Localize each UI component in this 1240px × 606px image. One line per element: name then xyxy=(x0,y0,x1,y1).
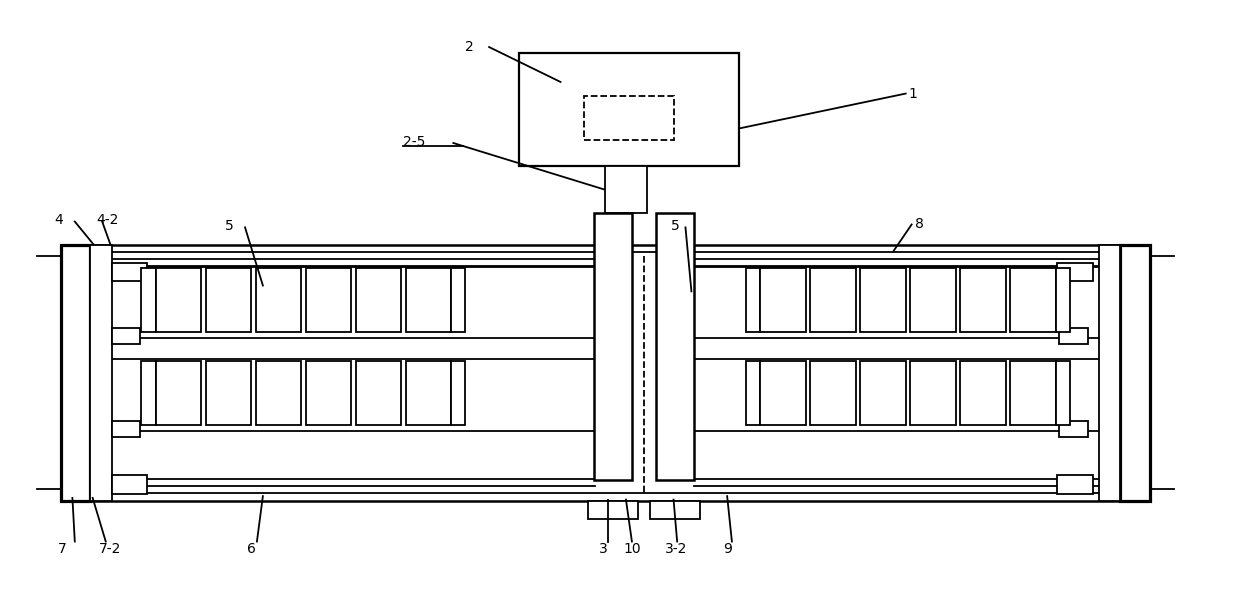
Bar xyxy=(405,361,451,425)
Bar xyxy=(451,268,465,332)
Bar xyxy=(255,361,301,425)
Text: 6: 6 xyxy=(248,542,257,556)
Text: 10: 10 xyxy=(624,542,641,556)
Bar xyxy=(91,245,112,501)
Text: 4-2: 4-2 xyxy=(97,213,119,227)
Bar xyxy=(910,268,956,332)
Text: 9: 9 xyxy=(724,542,733,556)
Bar xyxy=(306,361,351,425)
Bar xyxy=(141,268,156,332)
Text: 7: 7 xyxy=(58,542,67,556)
Bar xyxy=(255,268,301,332)
Bar xyxy=(961,361,1006,425)
Text: 2-5: 2-5 xyxy=(403,135,425,150)
Bar xyxy=(306,268,351,332)
Bar xyxy=(451,361,465,425)
Bar xyxy=(156,361,201,425)
Text: 8: 8 xyxy=(915,218,924,231)
Bar xyxy=(1099,245,1120,501)
Bar xyxy=(112,476,148,494)
Bar xyxy=(656,213,694,481)
Bar xyxy=(1056,476,1092,494)
Bar xyxy=(811,268,856,332)
Bar xyxy=(1059,328,1087,344)
Bar xyxy=(112,328,140,344)
Text: 5: 5 xyxy=(224,219,233,233)
Bar xyxy=(112,421,140,437)
Bar xyxy=(1055,268,1070,332)
Bar xyxy=(1059,421,1087,437)
Bar xyxy=(605,166,647,213)
Bar xyxy=(910,361,956,425)
Bar xyxy=(746,268,760,332)
Bar xyxy=(650,501,699,519)
Bar xyxy=(1056,262,1092,281)
Bar xyxy=(206,361,250,425)
Bar xyxy=(746,361,760,425)
Bar xyxy=(356,268,401,332)
Bar xyxy=(760,268,806,332)
Text: 5: 5 xyxy=(671,219,680,233)
Text: 2: 2 xyxy=(465,40,474,54)
Bar xyxy=(760,361,806,425)
Bar xyxy=(1011,268,1055,332)
Bar xyxy=(518,53,739,166)
Text: 4: 4 xyxy=(55,213,63,227)
Bar xyxy=(588,501,637,519)
Bar xyxy=(584,96,673,140)
Bar xyxy=(961,268,1006,332)
Bar xyxy=(1120,245,1149,501)
Bar xyxy=(156,268,201,332)
Bar xyxy=(405,268,451,332)
Text: 1: 1 xyxy=(908,87,916,101)
Bar xyxy=(112,262,148,281)
Text: 7-2: 7-2 xyxy=(99,542,122,556)
Bar xyxy=(1011,361,1055,425)
Text: 3: 3 xyxy=(599,542,608,556)
Bar xyxy=(206,268,250,332)
Bar xyxy=(861,268,905,332)
Bar xyxy=(356,361,401,425)
Bar xyxy=(594,213,632,481)
Bar xyxy=(861,361,905,425)
Bar xyxy=(141,361,156,425)
Text: 3-2: 3-2 xyxy=(665,542,688,556)
Bar xyxy=(811,361,856,425)
Bar xyxy=(1055,361,1070,425)
Bar xyxy=(61,245,91,501)
